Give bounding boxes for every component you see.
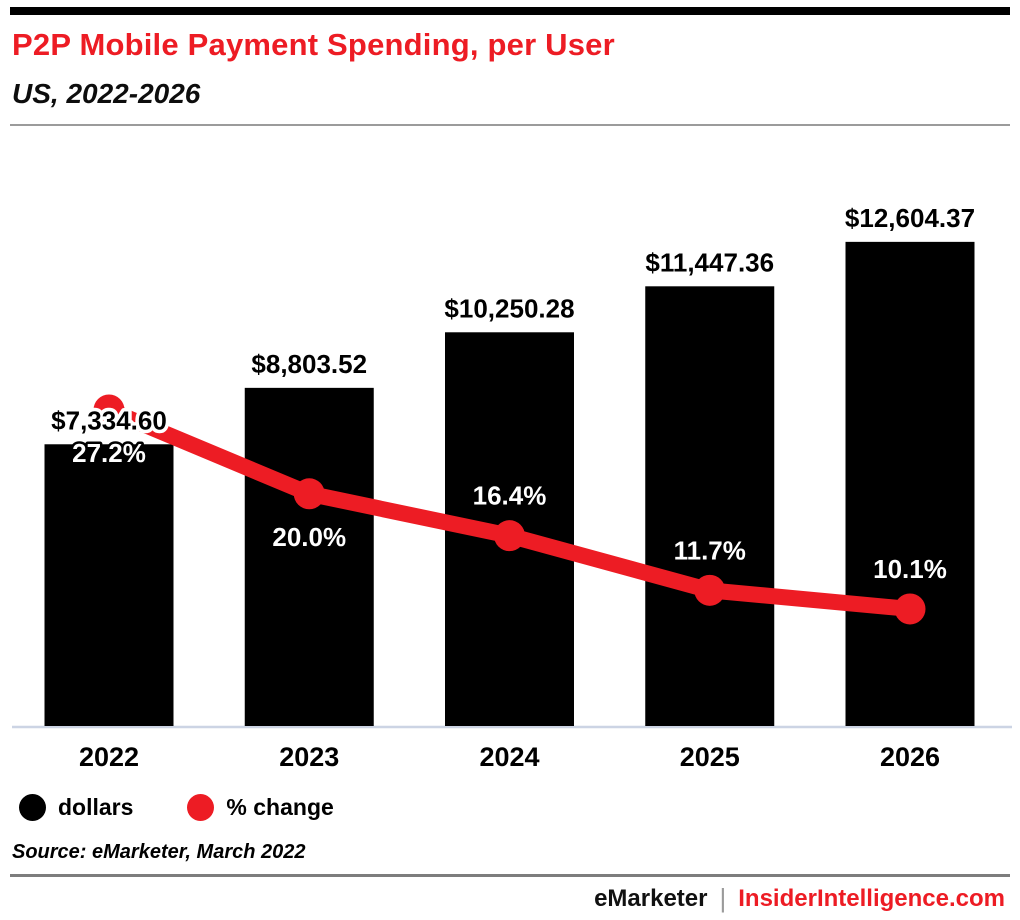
dollars-swatch-icon [19, 794, 46, 821]
x-tick-2026: 2026 [880, 742, 940, 772]
legend-item-pct-change: % change [187, 794, 334, 821]
chart-legend: dollars % change [19, 794, 334, 821]
x-tick-2022: 2022 [79, 742, 139, 772]
legend-label-pct-change: % change [226, 794, 334, 820]
legend-label-dollars: dollars [58, 794, 134, 820]
pct-change-marker-2022 [93, 394, 125, 426]
bar-value-label-2022: $7,334.60 [51, 405, 167, 435]
bar-value-label-2026: $12,604.37 [845, 203, 975, 233]
pct-change-marker-2025 [694, 574, 726, 606]
pct-change-marker-2024 [494, 520, 525, 552]
bar-value-label-2025: $11,447.36 [645, 247, 774, 277]
bar-2026 [845, 241, 975, 726]
footer-pipe-separator: | [719, 883, 727, 913]
emarketer-wordmark: eMarketer [594, 884, 708, 912]
footer-brands: eMarketer | InsiderIntelligence.com [594, 883, 1005, 914]
top-accent-bar [10, 7, 1010, 15]
x-tick-2023: 2023 [279, 742, 339, 772]
x-tick-2024: 2024 [479, 742, 539, 772]
pct-label-2024: 16.4% [473, 481, 547, 511]
pct-label-2022: 27.2% [72, 438, 146, 468]
page-title: P2P Mobile Payment Spending, per User [12, 27, 615, 62]
insider-intelligence-link[interactable]: InsiderIntelligence.com [738, 884, 1005, 912]
bar-value-label-2023: $8,803.52 [251, 349, 367, 379]
bar-2022 [44, 444, 174, 726]
pct-label-2023: 20.0% [272, 522, 346, 552]
pct-label-2026: 10.1% [873, 554, 947, 584]
page-subtitle: US, 2022-2026 [12, 78, 201, 109]
source-note: Source: eMarketer, March 2022 [12, 841, 306, 863]
pct-label-2025: 11.7% [674, 535, 746, 565]
pct-change-marker-2026 [894, 593, 926, 625]
legend-item-dollars: dollars [19, 794, 133, 821]
bar-2023 [244, 387, 374, 726]
chart-svg: 2022 2023 2024 2025 2026 $7,334.60 $8,803.52 $1… [12, 199, 1012, 772]
bar-value-label-2024: $10,250.28 [444, 293, 574, 323]
footer-divider [10, 874, 1010, 877]
bar-2025 [645, 286, 775, 726]
pct-change-marker-2023 [293, 478, 325, 510]
pct-change-swatch-icon [187, 794, 215, 821]
chart-area: 2022 2023 2024 2025 2026 $7,334.60 $8,803.52 $1… [0, 130, 1020, 780]
header-divider [10, 124, 1010, 126]
x-tick-2025: 2025 [680, 742, 740, 772]
